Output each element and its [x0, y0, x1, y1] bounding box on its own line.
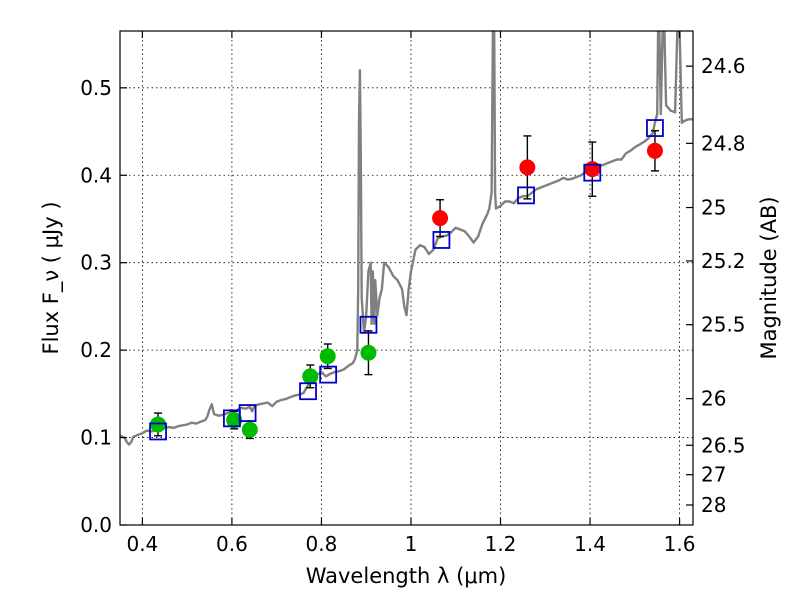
- axis-ticks: 0.4 0.6 0.8 1 1.2 1.4 1.6 0.0 0.1 0.2 0.3 0.4 0.5 24.…: [80, 31, 746, 556]
- observed-flux-point: [646, 142, 663, 159]
- right-tick-label: 24.8: [701, 131, 746, 155]
- observed-flux-point: [226, 412, 243, 429]
- spectrum-line: [120, 31, 693, 446]
- model-flux-square: [359, 315, 378, 334]
- right-tick-label: 25.5: [701, 313, 746, 337]
- x-tick-label: 0.8: [306, 532, 338, 556]
- y-tick-label: 0.3: [80, 251, 112, 275]
- right-tick-label: 27: [701, 463, 726, 487]
- x-axis-label: Wavelength λ (μm): [306, 564, 507, 588]
- model-flux-square: [517, 186, 535, 205]
- right-tick-label: 26: [701, 387, 726, 411]
- observed-flux-point: [360, 344, 377, 361]
- model-flux-square: [149, 422, 167, 441]
- x-tick-label: 1: [405, 532, 418, 556]
- model-spectrum: [120, 31, 693, 446]
- model-flux-square: [238, 404, 257, 422]
- observed-flux-point: [519, 159, 536, 176]
- x-tick-label: 1.4: [574, 532, 606, 556]
- y-tick-label: 0.2: [80, 338, 112, 362]
- grid-lines: [120, 31, 693, 526]
- observed-flux-point: [150, 416, 167, 433]
- y-tick-label: 0.1: [80, 426, 112, 450]
- right-axis-label: Magnitude (AB): [757, 196, 781, 359]
- observed-flux-point: [432, 210, 449, 227]
- observed-flux-point: [319, 348, 336, 365]
- model-flux-square: [319, 365, 338, 384]
- y-tick-label: 0.4: [80, 163, 112, 187]
- model-flux-square: [432, 231, 451, 249]
- observed-flux-point: [241, 421, 258, 438]
- right-tick-label: 25.2: [701, 249, 746, 273]
- right-tick-label: 24.6: [701, 54, 746, 78]
- right-tick-label: 25: [701, 196, 726, 220]
- x-tick-label: 1.6: [664, 532, 696, 556]
- y-tick-label: 0.0: [80, 513, 112, 537]
- x-tick-label: 0.4: [126, 532, 158, 556]
- y-tick-label: 0.5: [80, 76, 112, 100]
- x-tick-label: 1.2: [485, 532, 517, 556]
- plot-frame: [119, 30, 694, 526]
- right-tick-label: 26.5: [701, 433, 746, 457]
- model-flux-square: [646, 119, 664, 137]
- model-flux-square: [583, 163, 602, 182]
- data-markers: [149, 119, 664, 441]
- y-axis-label: Flux F_ν ( μJy ): [39, 201, 64, 354]
- x-tick-label: 0.6: [216, 532, 248, 556]
- model-flux-square: [299, 382, 317, 401]
- right-tick-label: 28: [701, 493, 726, 517]
- observed-flux-point: [302, 368, 319, 385]
